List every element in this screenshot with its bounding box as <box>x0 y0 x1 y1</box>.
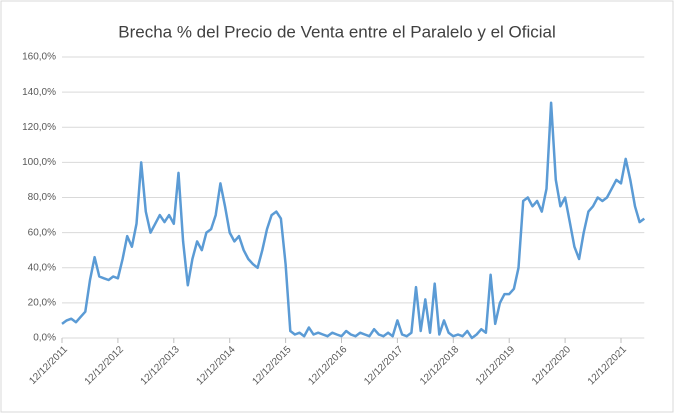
y-tick-label: 100,0% <box>22 157 56 168</box>
y-tick-label: 120,0% <box>22 122 56 133</box>
y-tick-label: 40,0% <box>28 262 56 273</box>
chart-title: Brecha % del Precio de Venta entre el Pa… <box>118 22 556 41</box>
y-tick-label: 60,0% <box>28 227 56 238</box>
y-tick-label: 140,0% <box>22 87 56 98</box>
y-tick-label: 160,0% <box>22 52 56 63</box>
y-tick-label: 80,0% <box>28 192 56 203</box>
y-tick-label: 20,0% <box>28 298 56 309</box>
y-tick-label: 0,0% <box>33 333 56 344</box>
data-line <box>61 101 646 340</box>
